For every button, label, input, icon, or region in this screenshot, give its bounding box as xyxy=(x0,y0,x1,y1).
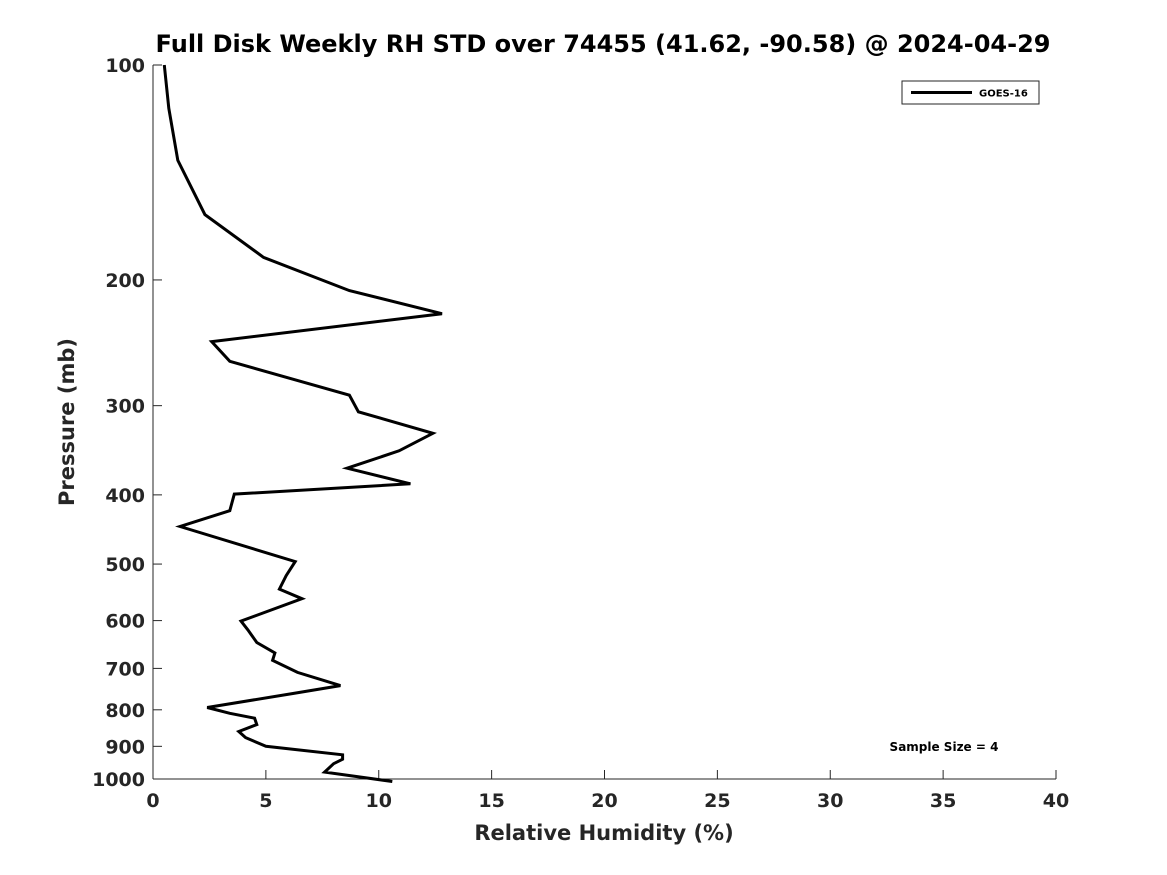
y-tick-label: 800 xyxy=(105,700,145,722)
y-tick-label: 600 xyxy=(105,611,145,633)
y-tick-label: 300 xyxy=(105,396,145,418)
x-tick-label: 5 xyxy=(259,790,272,812)
y-tick-label: 400 xyxy=(105,485,145,507)
series-line-goes-16 xyxy=(162,64,443,783)
x-tick-label: 20 xyxy=(591,790,617,812)
y-axis-label: Pressure (mb) xyxy=(55,338,79,506)
y-tick-label: 500 xyxy=(105,554,145,576)
axis-ticks: 0 5 10 15 20 25 30 35 40 100 200 300 400 500 600 700 800… xyxy=(92,55,1069,812)
y-tick-label: 100 xyxy=(105,55,145,77)
series-layer xyxy=(162,64,443,783)
x-tick-label: 25 xyxy=(704,790,730,812)
x-tick-label: 35 xyxy=(930,790,956,812)
y-tick-label: 700 xyxy=(105,658,145,680)
y-tick-label: 900 xyxy=(105,736,145,758)
x-tick-label: 30 xyxy=(817,790,843,812)
sample-size-annotation: Sample Size = 4 xyxy=(890,740,999,754)
plot-axes xyxy=(152,65,1056,780)
x-tick-label: 10 xyxy=(366,790,392,812)
x-tick-label: 15 xyxy=(478,790,504,812)
x-axis-label: Relative Humidity (%) xyxy=(474,821,733,845)
legend: GOES-16 xyxy=(901,80,1040,105)
legend-label: GOES-16 xyxy=(979,89,1028,100)
x-tick-label: 40 xyxy=(1043,790,1069,812)
x-tick-label: 0 xyxy=(146,790,159,812)
y-tick-label: 1000 xyxy=(92,769,145,791)
y-tick-label: 200 xyxy=(105,270,145,292)
chart-title: Full Disk Weekly RH STD over 74455 (41.6… xyxy=(156,30,1051,58)
